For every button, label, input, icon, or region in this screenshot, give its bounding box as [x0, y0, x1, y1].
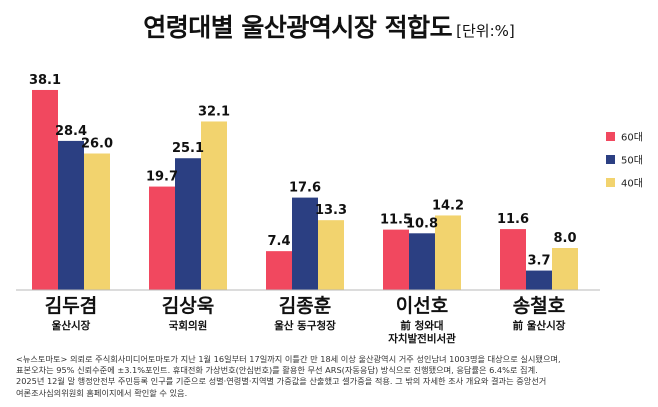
- chart-title: 연령대별 울산광역시장 적합도: [143, 13, 453, 42]
- bar-50대-김상욱: [175, 158, 201, 290]
- candidate-name: 이선호: [396, 295, 448, 317]
- value-label: 38.1: [29, 73, 61, 88]
- value-label: 26.0: [81, 137, 113, 152]
- legend-swatch: [606, 155, 615, 164]
- bar-60대-김종훈: [266, 251, 292, 290]
- bar-40대-송철호: [552, 248, 578, 290]
- footnote-line: <뉴스토마토> 의뢰로 주식회사미디어토마토가 지난 1월 16일부터 17일까…: [16, 354, 561, 364]
- value-label: 11.5: [380, 213, 412, 228]
- bar-60대-송철호: [500, 229, 526, 290]
- footnote: <뉴스토마토> 의뢰로 주식회사미디어토마토가 지난 1월 16일부터 17일까…: [16, 354, 648, 399]
- bar-50대-이선호: [409, 233, 435, 290]
- value-labels-group: 38.128.426.019.725.132.17.417.613.311.51…: [29, 73, 577, 269]
- legend-label: 60대: [621, 132, 643, 144]
- value-label: 10.8: [406, 216, 438, 231]
- value-label: 7.4: [267, 234, 290, 249]
- bar-40대-김두겸: [84, 153, 110, 290]
- bars-group: [32, 89, 578, 290]
- legend: 60대 50대 40대: [606, 132, 643, 190]
- candidate-subtitle: 자치발전비서관: [388, 332, 456, 345]
- legend-label: 50대: [621, 155, 643, 167]
- candidate-name: 송철호: [513, 295, 565, 317]
- footnote-line: 표본오차는 95% 신뢰수준에 ±3.1%포인트. 휴대전화 가상번호(안심번호…: [16, 365, 538, 376]
- legend-swatch: [606, 132, 615, 141]
- unit-label: [단위:%]: [456, 22, 515, 40]
- candidate-name: 김상욱: [162, 295, 214, 317]
- title-bar: 연령대별 울산광역시장 적합도 [단위:%]: [0, 8, 658, 44]
- candidate-subtitle: 국회의원: [169, 319, 208, 332]
- bar-60대-이선호: [383, 229, 409, 290]
- candidate-subtitle: 前 청와대: [400, 319, 443, 332]
- bar-60대-김두겸: [32, 89, 58, 290]
- legend-swatch: [606, 178, 615, 187]
- value-label: 8.0: [553, 231, 576, 246]
- bar-50대-송철호: [526, 270, 552, 290]
- bar-40대-김종훈: [318, 220, 344, 290]
- candidate-subtitle: 前 울산시장: [513, 319, 566, 332]
- bar-40대-이선호: [435, 215, 461, 290]
- footnote-line: 2025년 12월 말 행정안전부 주민등록 인구를 기준으로 성별·연령별·지…: [16, 376, 547, 387]
- candidate-subtitle: 울산시장: [52, 319, 91, 332]
- candidate-name: 김두겸: [45, 295, 97, 317]
- legend-label: 40대: [621, 178, 643, 190]
- value-label: 28.4: [55, 124, 87, 139]
- value-label: 25.1: [172, 141, 204, 156]
- value-label: 17.6: [289, 181, 321, 196]
- bar-50대-김두겸: [58, 140, 84, 290]
- value-label: 19.7: [146, 170, 178, 185]
- value-label: 32.1: [198, 104, 230, 119]
- value-label: 13.3: [315, 203, 347, 218]
- candidate-subtitle: 울산 동구청장: [274, 319, 336, 332]
- value-label: 14.2: [432, 198, 464, 213]
- bar-chart: 38.128.426.019.725.132.17.417.613.311.51…: [16, 73, 643, 345]
- footnote-line: 여론조사심의위원회 홈페이지에서 확인할 수 있음.: [16, 387, 188, 398]
- value-label: 11.6: [497, 212, 529, 227]
- value-label: 3.7: [527, 254, 550, 269]
- bar-50대-김종훈: [292, 197, 318, 290]
- candidate-name: 김종훈: [279, 294, 331, 317]
- bar-60대-김상욱: [149, 186, 175, 290]
- bar-40대-김상욱: [201, 121, 227, 290]
